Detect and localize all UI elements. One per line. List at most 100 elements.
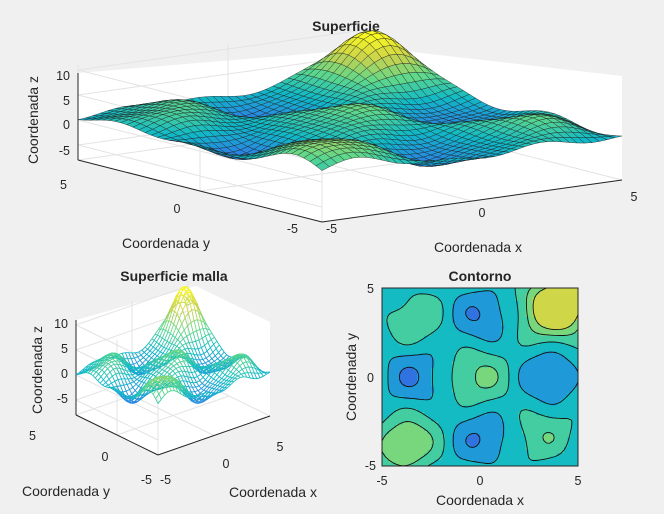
- contour-cell-29-11: [483, 322, 488, 327]
- contour-cell-36-12: [508, 326, 513, 330]
- mesh-line-y-17-15: [166, 356, 171, 362]
- mesh-line-x-18-7: [197, 390, 201, 394]
- contour-cell-21-9: [455, 316, 460, 321]
- contour-cell-47-14: [546, 332, 551, 337]
- contour-cell-26-8: [473, 313, 478, 318]
- contour-cell-39-11: [518, 322, 523, 327]
- mesh-line-x-26-6: [226, 361, 230, 364]
- contour-cell-13-7: [427, 310, 432, 315]
- contour-cell-5-6: [399, 307, 404, 311]
- contour-cell-44-10: [536, 319, 541, 324]
- mesh-line-y-18-16: [166, 352, 171, 357]
- mesh-line-x-31-24: [199, 329, 203, 339]
- contour-cell-38-6: [515, 307, 520, 311]
- contour-cell-6-12: [403, 326, 408, 330]
- contour-cell-29-15: [483, 335, 488, 340]
- surface-ytick-0: 0: [174, 202, 181, 216]
- contour-cell-53-9: [567, 316, 572, 321]
- mesh-line-y-2-25: [235, 371, 240, 376]
- mesh-line-y-24-25: [182, 343, 187, 346]
- mesh-line-x-27-27: [178, 318, 183, 325]
- contour-cell-6-5: [403, 303, 408, 308]
- mesh-line-y-13-15: [175, 366, 180, 369]
- mesh-line-y-30-28: [177, 292, 182, 302]
- contour-cell-20-11: [452, 322, 457, 327]
- mesh-line-x-21-31: [149, 350, 153, 353]
- mesh-line-y-24-3: [109, 368, 114, 373]
- mesh-line-y-0-21: [226, 384, 231, 389]
- contour-cell-32-13: [494, 329, 499, 334]
- mesh-line-x-28-27: [182, 310, 186, 318]
- contour-cell-32-14: [494, 332, 499, 337]
- contour-cell-36-3: [508, 297, 513, 302]
- mesh-line-x-20-33: [141, 349, 145, 353]
- mesh-line-y-27-27: [181, 317, 186, 325]
- mesh-line-y-29-21: [156, 351, 161, 357]
- contour-cell-0-8: [382, 313, 387, 318]
- mesh-line-y-31-23: [158, 337, 163, 345]
- mesh-line-y-7-17: [196, 392, 201, 396]
- mesh-line-y-4-27: [236, 359, 241, 364]
- surface-axes: [77, 73, 623, 223]
- mesh-line-y-0-12: [197, 393, 201, 397]
- contour-cell-33-0: [497, 288, 502, 292]
- contour-cell-50-15: [557, 335, 562, 340]
- mesh-line-y-15-17: [177, 355, 182, 359]
- contour-cell-30-16: [487, 338, 492, 343]
- mesh-line-y-25-0: [97, 376, 102, 381]
- contour-cell-21-13: [455, 329, 460, 334]
- mesh-line-y-14-17: [180, 360, 184, 363]
- contour-cell-41-11: [525, 322, 530, 327]
- mesh-line-y-23-25: [184, 347, 189, 350]
- mesh-line-y-18-14: [160, 359, 165, 365]
- contour-cell-43-4: [532, 300, 537, 305]
- mesh-line-y-29-5: [104, 356, 109, 361]
- contour-cell-5-3: [399, 297, 404, 302]
- mesh-line-y-28-27: [178, 310, 184, 319]
- mesh-line-x-18-9: [192, 382, 196, 388]
- contour-cell-9-15: [413, 335, 418, 340]
- mesh-line-y-10-15: [183, 380, 187, 382]
- contour-cell-31-16: [490, 338, 495, 343]
- mesh-line-x-14-1: [198, 396, 203, 400]
- mesh-line-y-20-5: [126, 389, 130, 392]
- mesh-line-y-32-26: [166, 311, 171, 322]
- mesh-line-x-19-30: [145, 359, 149, 363]
- contour-cell-0-15: [382, 335, 387, 340]
- mesh-line-y-4-21: [217, 382, 222, 386]
- contour-cell-55-15: [574, 335, 578, 340]
- contour-cell-23-7: [462, 310, 467, 315]
- mesh-line-x-1-24: [100, 376, 104, 380]
- mesh-line-y-21-7: [130, 381, 134, 384]
- contour-cell-36-6: [508, 307, 513, 311]
- mesh-line-x-18-10: [190, 377, 194, 383]
- mesh-line-x-23-6: [216, 374, 220, 378]
- mesh-line-y-0-11: [194, 395, 198, 398]
- contour-cell-19-8: [448, 313, 453, 318]
- mesh-line-y-34-32: [181, 301, 185, 304]
- mesh-line-y-4-26: [233, 362, 238, 368]
- mesh-line-x-25-28: [170, 333, 174, 336]
- contour-cell-6-13: [403, 329, 408, 334]
- mesh-line-x-24-8: [215, 366, 219, 369]
- contour-cell-45-12: [539, 326, 544, 330]
- contour-cell-0-0: [382, 288, 387, 292]
- contour-cell-45-1: [539, 291, 544, 295]
- contour-cell-17-3: [441, 297, 446, 302]
- mesh-line-y-20-13: [152, 361, 157, 366]
- contour-cell-22-11: [459, 322, 464, 327]
- mesh-line-y-15-12: [161, 370, 165, 375]
- contour-cell-9-13: [413, 329, 418, 334]
- contour-cell-31-8: [490, 313, 495, 318]
- mesh-ztick-0: 0: [61, 367, 68, 381]
- contour-cell-16-7: [438, 310, 443, 315]
- mesh-line-x-21-11: [197, 370, 201, 375]
- contour-cell-14-3: [431, 297, 436, 302]
- contour-cell-25-8: [469, 313, 474, 318]
- contour-cell-50-8: [557, 313, 562, 318]
- mesh-line-x-5-21: [120, 378, 125, 386]
- contour-cell-39-1: [518, 291, 523, 295]
- contour-cell-8-7: [410, 310, 415, 315]
- mesh-line-y-20-4: [122, 390, 127, 393]
- mesh-line-y-3-13: [193, 398, 198, 402]
